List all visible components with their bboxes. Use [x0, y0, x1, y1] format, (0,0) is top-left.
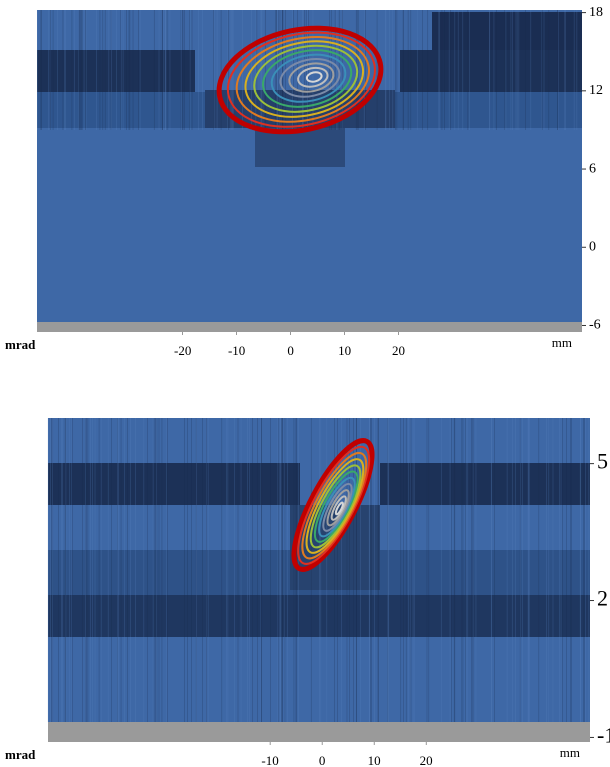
x-tick-label: 20	[420, 753, 433, 767]
x-tick-label: -10	[261, 753, 278, 767]
band	[48, 463, 300, 505]
x-axis-label: mm	[560, 745, 580, 760]
x-axis-label: mm	[552, 335, 572, 350]
y-tick-label: -1	[597, 722, 610, 747]
plot	[37, 10, 582, 332]
x-tick-label: 10	[338, 343, 351, 358]
y-tick-label: -6	[589, 318, 601, 333]
band	[380, 463, 590, 505]
y-tick-label: 0	[589, 239, 596, 254]
y-tick-label: 2	[597, 586, 608, 611]
x-tick-label: 0	[287, 343, 294, 358]
plot	[48, 418, 590, 742]
figure: 18 12 6 0 -6 -20 -10 0 10 20 mrad mm 5 2 -1 -10 0 10 20 mra…	[0, 0, 610, 767]
y-tick-label: 5	[597, 449, 608, 474]
band	[48, 595, 590, 637]
axis-bar	[48, 722, 590, 742]
x-tick-label: -10	[228, 343, 245, 358]
y-axis-label: mrad	[5, 337, 36, 352]
band	[432, 12, 582, 50]
x-tick-label: 0	[319, 753, 326, 767]
band	[37, 50, 195, 92]
y-axis-label: mrad	[5, 747, 36, 762]
y-tick-label: 12	[589, 83, 603, 98]
x-tick-label: -20	[174, 343, 191, 358]
x-tick-label: 10	[368, 753, 381, 767]
x-tick-label: 20	[392, 343, 405, 358]
axis-bar	[37, 322, 582, 332]
y-tick-label: 6	[589, 161, 596, 176]
band	[255, 128, 345, 167]
band	[400, 50, 582, 92]
y-tick-label: 18	[589, 5, 603, 20]
